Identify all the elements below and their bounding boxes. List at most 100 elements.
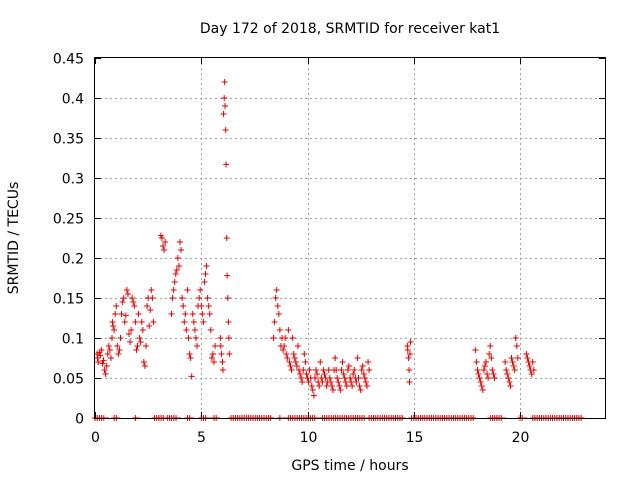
data-point xyxy=(512,335,519,341)
data-point xyxy=(317,359,324,365)
x-tick-label: 15 xyxy=(406,430,424,446)
data-point xyxy=(160,243,166,249)
y-tick-label: 0.4 xyxy=(62,92,84,108)
data-point xyxy=(361,375,368,381)
data-point xyxy=(189,311,196,317)
data-point xyxy=(220,111,227,117)
data-point xyxy=(209,351,216,357)
data-point xyxy=(340,371,347,377)
data-point xyxy=(337,387,344,393)
data-point xyxy=(270,335,277,341)
data-point xyxy=(99,360,106,367)
data-point xyxy=(483,359,489,365)
data-point xyxy=(310,392,317,399)
y-axis-ticks: 0 0.05 0.1 0.15 0.2 0.25 0.3 0.35 0.4 0.45 xyxy=(53,52,605,428)
data-point xyxy=(124,291,131,297)
data-point xyxy=(144,303,151,309)
data-point xyxy=(316,383,323,389)
data-point xyxy=(478,383,485,389)
data-point xyxy=(218,351,225,357)
data-point xyxy=(365,359,372,365)
data-point xyxy=(138,319,145,325)
data-point xyxy=(507,383,514,389)
data-point xyxy=(504,371,511,377)
data-point xyxy=(143,343,149,349)
data-point xyxy=(327,379,334,385)
data-point xyxy=(172,271,179,277)
data-point xyxy=(359,363,366,369)
data-point xyxy=(170,287,177,293)
data-point xyxy=(112,311,119,317)
data-point xyxy=(306,367,313,373)
data-point xyxy=(291,355,298,361)
data-point xyxy=(299,379,306,385)
data-point xyxy=(183,327,190,333)
data-point xyxy=(503,367,510,373)
data-point xyxy=(353,379,360,385)
data-point xyxy=(275,311,282,317)
data-point xyxy=(406,379,413,385)
data-point xyxy=(347,375,353,381)
data-point xyxy=(404,347,411,353)
data-point xyxy=(350,371,357,377)
y-tick-label: 0 xyxy=(75,412,84,428)
data-point xyxy=(485,375,492,381)
data-point xyxy=(149,295,156,301)
data-point xyxy=(97,352,104,359)
data-point xyxy=(311,375,318,381)
data-point xyxy=(225,335,232,341)
data-point xyxy=(98,347,105,353)
data-point xyxy=(290,351,297,357)
data-point xyxy=(320,367,327,373)
data-point xyxy=(491,375,498,381)
data-point xyxy=(508,355,515,361)
data-point xyxy=(308,383,315,389)
data-point xyxy=(475,371,482,377)
data-point xyxy=(103,363,110,369)
data-point xyxy=(526,363,533,369)
y-tick-label: 0.2 xyxy=(62,252,84,268)
data-point xyxy=(226,351,233,357)
data-point xyxy=(175,263,182,269)
data-point xyxy=(207,327,214,333)
y-tick-label: 0.1 xyxy=(62,332,84,348)
data-point xyxy=(100,357,107,364)
data-point xyxy=(95,359,102,365)
data-point xyxy=(122,312,129,319)
data-point xyxy=(110,323,117,329)
y-tick-label: 0.25 xyxy=(53,212,84,228)
data-point xyxy=(335,379,342,385)
data-point xyxy=(222,127,229,133)
data-point xyxy=(203,263,210,269)
data-point xyxy=(106,347,113,353)
data-point xyxy=(513,343,520,349)
y-tick-label: 0.45 xyxy=(53,52,84,68)
data-point xyxy=(305,379,312,385)
data-point xyxy=(345,363,352,369)
data-point xyxy=(222,103,229,109)
data-point xyxy=(406,367,413,373)
data-point xyxy=(205,303,212,309)
data-point xyxy=(219,367,226,373)
data-point xyxy=(481,363,488,369)
data-point xyxy=(303,371,310,377)
data-point xyxy=(178,247,185,253)
data-point xyxy=(344,367,351,373)
data-point xyxy=(190,319,197,325)
data-point xyxy=(127,339,134,345)
data-point xyxy=(212,343,219,349)
data-point xyxy=(297,371,304,377)
data-point xyxy=(179,295,186,301)
data-point xyxy=(313,367,319,373)
data-point xyxy=(364,383,370,389)
data-point xyxy=(147,307,154,313)
data-point xyxy=(502,359,509,365)
data-point xyxy=(486,351,493,357)
data-point xyxy=(132,319,139,325)
data-point xyxy=(187,355,194,361)
data-point xyxy=(102,371,109,377)
data-point xyxy=(113,303,120,309)
data-point xyxy=(472,347,479,353)
data-point xyxy=(105,343,112,349)
